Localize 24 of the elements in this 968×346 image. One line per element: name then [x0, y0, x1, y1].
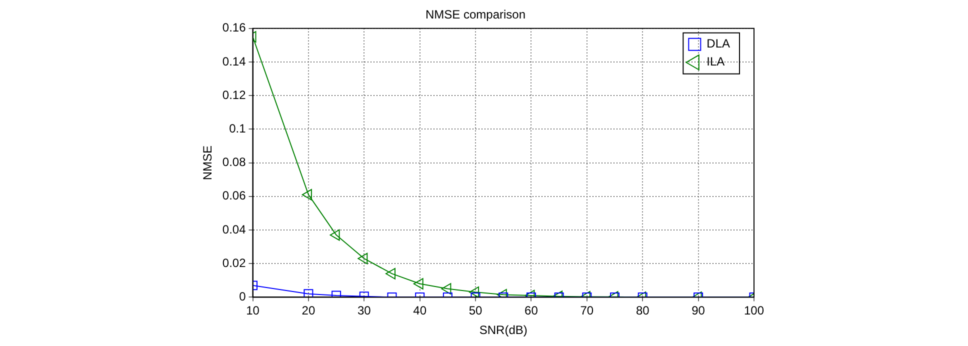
x-tick-label: 60	[524, 304, 538, 318]
x-tick-label: 40	[413, 304, 427, 318]
y-tick-label: 0.12	[222, 88, 246, 102]
x-tick-label: 20	[302, 304, 316, 318]
x-tick-label: 100	[744, 304, 764, 318]
x-tick-label: 50	[468, 304, 483, 318]
chart-title: NMSE comparison	[425, 8, 526, 22]
y-tick-label: 0.14	[222, 54, 246, 68]
y-tick-label: 0.08	[222, 155, 246, 170]
y-tick-label: 0.16	[222, 20, 246, 35]
y-tick-label: 0.04	[222, 222, 246, 236]
y-tick-label: 0.02	[222, 256, 246, 270]
y-tick-label: 0.06	[222, 188, 246, 203]
x-tick-label: 10	[246, 304, 260, 318]
y-axis-title: NMSE	[200, 145, 215, 180]
x-tick-label: 70	[580, 304, 594, 318]
legend-label: ILA	[706, 54, 725, 69]
x-tick-label: 80	[636, 304, 650, 318]
x-axis-title: SNR(dB)	[479, 323, 528, 338]
legend-label: DLA	[706, 36, 730, 51]
y-tick-label: 0.1	[229, 122, 246, 136]
x-tick-label: 90	[692, 304, 706, 318]
y-tick-label: 0	[239, 290, 246, 304]
x-tick-label: 30	[357, 304, 372, 318]
